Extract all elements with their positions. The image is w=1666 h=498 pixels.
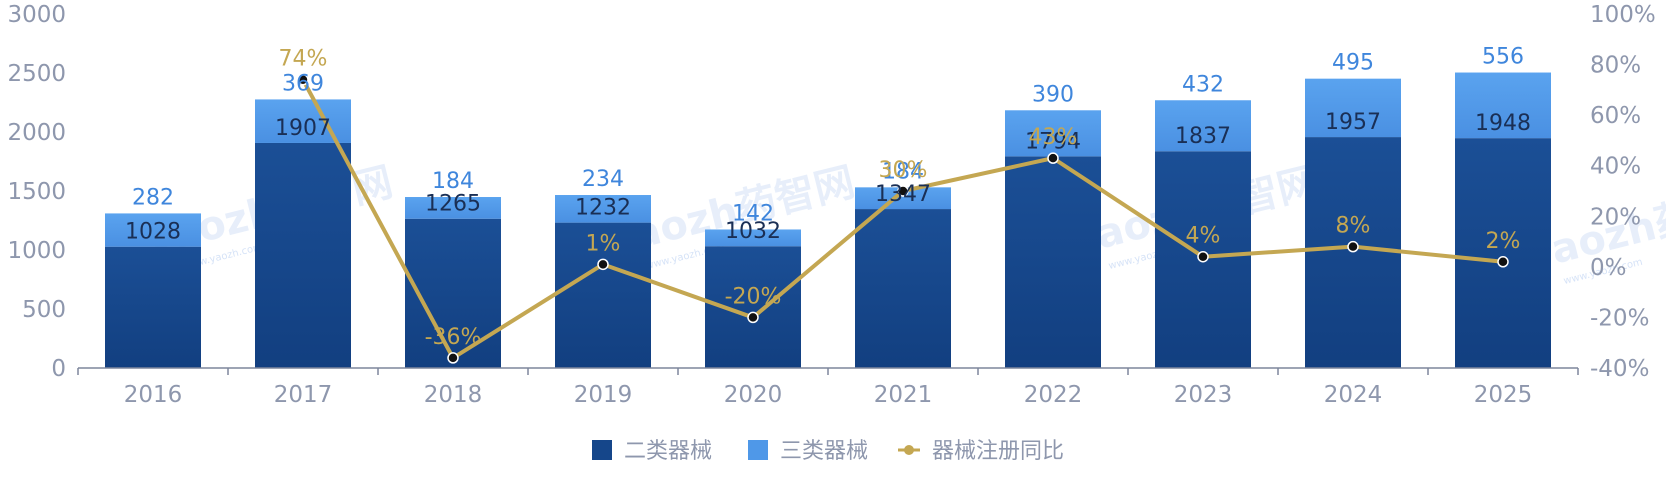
- bar-class2-2025: [1455, 138, 1551, 368]
- bar-class2-2019: [555, 222, 651, 368]
- bar-class3-2019: [555, 195, 651, 223]
- label-class2-2016: 1028: [125, 220, 181, 245]
- x-axis-tick-label: 2016: [124, 382, 183, 408]
- right-axis-tick-label: -40%: [1590, 356, 1649, 382]
- x-axis: 2016 2017 2018 2019 2020 2021 2022 2023 2024 2025: [77, 367, 1579, 408]
- label-class3-2019: 234: [582, 167, 624, 192]
- legend-label-yoy: 器械注册同比: [932, 439, 1064, 464]
- yoy-line-layer: [297, 73, 1509, 364]
- x-axis-tick-label: 2021: [874, 382, 933, 408]
- left-axis-tick-label: 1000: [7, 238, 66, 264]
- label-class3-2020: 142: [732, 201, 774, 226]
- x-axis-tick-label: 2018: [424, 382, 483, 408]
- x-axis-tick-label: 2025: [1474, 382, 1533, 408]
- yoy-point: [1047, 152, 1059, 164]
- yoy-point: [597, 258, 609, 271]
- yoy-point: [297, 73, 309, 86]
- label-class3-2018: 184: [432, 169, 474, 194]
- left-axis-tick-label: 2000: [7, 120, 66, 146]
- label-yoy-2019: 1%: [586, 231, 621, 256]
- legend-swatch-class3: [748, 440, 768, 460]
- bar-class2-2016: [105, 246, 201, 368]
- label-class2-2024: 1957: [1325, 110, 1381, 135]
- legend: 二类器械 三类器械 器械注册同比: [592, 439, 1064, 464]
- left-axis-tick-label: 3000: [7, 2, 66, 28]
- bar-class3-2018: [405, 197, 501, 219]
- bar-class3-2024: [1305, 78, 1401, 138]
- left-axis-tick-label: 2500: [7, 61, 66, 87]
- label-class2-2020: 1032: [725, 219, 781, 244]
- bar-class3-2023: [1155, 100, 1251, 152]
- label-class2-2017: 1907: [275, 116, 331, 141]
- bar-class3-2016: [105, 213, 201, 247]
- bar-class3-2025: [1455, 72, 1551, 139]
- label-class3-2024: 495: [1332, 51, 1374, 76]
- label-yoy-2020: -20%: [725, 284, 782, 309]
- yoy-point: [1197, 250, 1209, 263]
- legend-swatch-class2: [592, 440, 612, 460]
- label-class2-2022: 1794: [1025, 129, 1081, 154]
- right-axis-tick-label: 60%: [1590, 103, 1641, 129]
- yoy-point: [747, 311, 759, 324]
- right-axis-tick-label: 100%: [1590, 2, 1656, 28]
- bar-class3-2021: [855, 187, 951, 210]
- label-yoy-2024: 8%: [1336, 214, 1371, 239]
- yoy-point: [1497, 256, 1509, 268]
- bar-class2-2018: [405, 218, 501, 368]
- label-yoy-2017: 74%: [279, 47, 328, 72]
- legend-label-class2: 二类器械: [624, 439, 712, 464]
- label-class2-2021: 1347: [875, 182, 931, 207]
- bar-class2-2024: [1305, 137, 1401, 368]
- left-axis-tick-label: 0: [51, 356, 66, 382]
- label-class3-2016: 282: [132, 185, 174, 210]
- right-axis-tick-label: 40%: [1590, 154, 1641, 180]
- label-yoy-2021: 30%: [879, 158, 928, 183]
- label-yoy-2022: 43%: [1029, 125, 1078, 150]
- x-axis-tick-label: 2024: [1324, 382, 1383, 408]
- label-class3-2025: 556: [1482, 45, 1524, 70]
- bars-layer: [105, 72, 1551, 368]
- label-class2-2018: 1265: [425, 192, 481, 217]
- left-axis-tick-label: 1500: [7, 179, 66, 205]
- label-yoy-2023: 4%: [1186, 224, 1221, 249]
- label-yoy-2025: 2%: [1486, 229, 1521, 254]
- yoy-point: [1347, 240, 1359, 253]
- bar-class3-2020: [705, 229, 801, 247]
- label-class2-2019: 1232: [575, 196, 631, 221]
- legend-label-class3: 三类器械: [780, 439, 868, 464]
- bar-class2-2022: [1005, 156, 1101, 368]
- left-axis-tick-label: 500: [22, 297, 66, 323]
- x-axis-tick-label: 2019: [574, 382, 633, 408]
- x-axis-tick-label: 2022: [1024, 382, 1083, 408]
- x-axis-tick-label: 2017: [274, 382, 333, 408]
- label-class2-2023: 1837: [1175, 124, 1231, 149]
- label-class3-2022: 390: [1032, 82, 1074, 107]
- bar-class2-2017: [255, 142, 351, 368]
- label-class3-2021: 184: [882, 159, 924, 184]
- bar-class2-2021: [855, 209, 951, 368]
- label-class2-2025: 1948: [1475, 111, 1531, 136]
- label-class3-2017: 369: [282, 71, 324, 96]
- right-axis-tick-label: -20%: [1590, 305, 1649, 331]
- label-yoy-2018: -36%: [425, 325, 482, 350]
- left-y-axis: 0 500 1000 1500 2000 2500 3000: [7, 2, 66, 382]
- right-y-axis: -40% -20% 0% 20% 40% 60% 80% 100%: [1590, 2, 1656, 382]
- x-axis-tick-label: 2023: [1174, 382, 1233, 408]
- label-class3-2023: 432: [1182, 72, 1224, 97]
- bar-class3-2022: [1005, 110, 1101, 157]
- yoy-point: [897, 185, 909, 197]
- yoy-point: [447, 352, 459, 364]
- x-axis-tick-label: 2020: [724, 382, 783, 408]
- right-axis-tick-label: 20%: [1590, 204, 1641, 230]
- right-axis-tick-label: 0%: [1590, 255, 1627, 281]
- legend-swatch-yoy-dot: [904, 445, 914, 455]
- right-axis-tick-label: 80%: [1590, 53, 1641, 79]
